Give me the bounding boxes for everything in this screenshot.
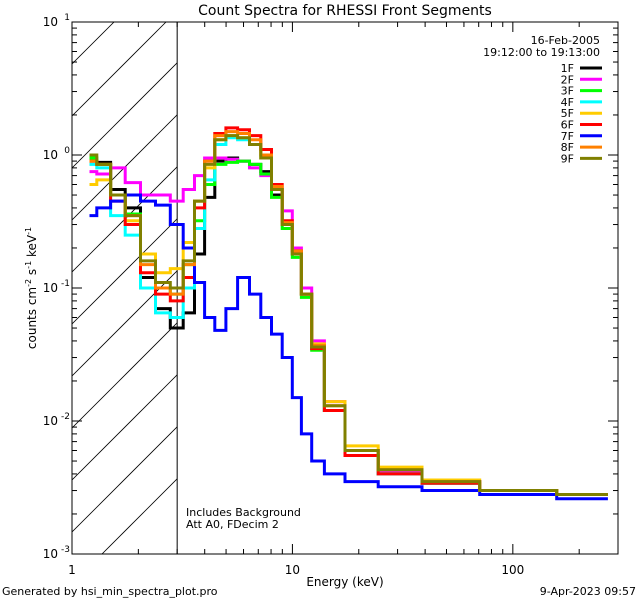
y-tick-label: 10 1 — [43, 13, 70, 29]
y-tick-exponent: -1 — [61, 279, 70, 289]
hatch-line — [101, 478, 178, 554]
x-axis-label: Energy (keV) — [306, 575, 383, 589]
hatch-line — [72, 22, 115, 65]
y-label-exp-1: -2 — [24, 279, 33, 287]
series-line-6F — [89, 126, 608, 496]
hatch-line — [72, 322, 178, 429]
series-line-7F — [89, 193, 608, 501]
footer-timestamp: 9-Apr-2023 09:57 — [539, 585, 636, 598]
legend-label-9F: 9F — [561, 152, 574, 165]
y-tick-base: 10 — [43, 148, 58, 162]
y-label-part-1: counts cm — [25, 287, 39, 349]
annotation-background: Includes Background — [186, 506, 301, 519]
legend-label-7F: 7F — [561, 130, 574, 143]
series-layer — [89, 126, 608, 501]
y-axis-label: counts cm-2 s-1 keV-1 — [24, 227, 39, 349]
series-line-3F — [89, 156, 608, 496]
legend-label-4F: 4F — [561, 96, 574, 109]
date-label: 16-Feb-2005 — [531, 34, 600, 47]
y-tick-exponent: -2 — [61, 412, 70, 422]
x-tick-label: 10 — [285, 563, 300, 577]
chart-title: Count Spectra for RHESSI Front Segments — [198, 3, 492, 19]
y-tick-label: 10 -1 — [43, 279, 70, 295]
y-tick-base: 10 — [43, 547, 58, 561]
hatch-line — [72, 374, 178, 481]
y-tick-base: 10 — [43, 281, 58, 295]
y-tick-label: 10 0 — [43, 146, 71, 162]
y-tick-base: 10 — [43, 15, 58, 29]
hatch-line — [72, 218, 178, 325]
axis-ticks — [71, 21, 619, 555]
series-line-5F — [89, 134, 608, 496]
hatch-line — [72, 426, 178, 533]
legend-label-6F: 6F — [561, 119, 574, 132]
y-label-part-2: s — [25, 269, 39, 279]
legend-label-3F: 3F — [561, 85, 574, 98]
x-tick-labels: 1 10 100 — [68, 563, 524, 577]
y-tick-label: 10 -3 — [43, 545, 70, 561]
y-tick-label: 10 -2 — [43, 412, 70, 428]
legend-label-1F: 1F — [561, 62, 574, 75]
series-line-2F — [89, 156, 608, 496]
y-label-exp-3: -1 — [24, 227, 33, 235]
legend-label-8F: 8F — [561, 141, 574, 154]
y-tick-exponent: 1 — [64, 13, 70, 23]
y-label-part-3: keV — [25, 234, 39, 261]
y-tick-exponent: 0 — [64, 146, 70, 156]
legend-label-2F: 2F — [561, 73, 574, 86]
y-tick-base: 10 — [43, 414, 58, 428]
series-line-4F — [89, 136, 608, 496]
series-line-9F — [89, 134, 608, 496]
hatch-line — [72, 22, 167, 117]
hatch-line — [72, 62, 178, 169]
hatched-region — [72, 0, 178, 554]
y-label-exp-2: -1 — [24, 261, 33, 269]
hatch-line — [72, 0, 177, 12]
y-tick-exponent: -3 — [61, 545, 70, 555]
annotation-attenuator: Att A0, FDecim 2 — [186, 518, 279, 531]
x-tick-label: 1 — [68, 563, 76, 577]
legend-label-5F: 5F — [561, 107, 574, 120]
footer-generated-by: Generated by hsi_min_spectra_plot.pro — [2, 585, 218, 598]
time-range-label: 19:12:00 to 19:13:00 — [483, 46, 600, 59]
series-line-1F — [89, 156, 608, 496]
x-tick-label: 100 — [501, 563, 524, 577]
